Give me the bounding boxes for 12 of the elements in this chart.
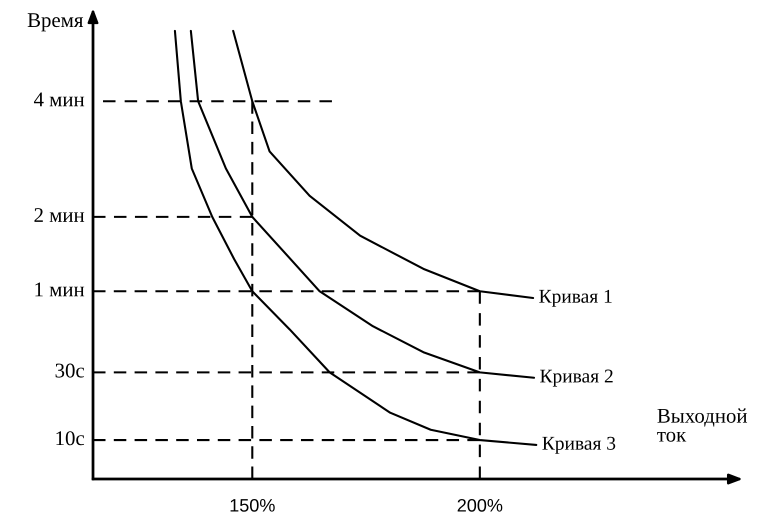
text: 2 мин (34, 208, 84, 222)
text: 30c (56, 364, 84, 378)
x-tick-label: 200% (458, 498, 502, 512)
series-label: Кривая 1 (539, 290, 612, 307)
series-label: Кривая 2 (540, 370, 613, 387)
text: 1 мин (35, 282, 84, 296)
x-tick-label: 150% (230, 498, 275, 512)
text: 4 мин (34, 92, 84, 106)
x-axis-title: Выходной ток (657, 408, 748, 442)
y-axis-title: Время (28, 13, 84, 32)
text: 10c (56, 431, 84, 446)
series-label: Кривая 3 (542, 436, 616, 454)
